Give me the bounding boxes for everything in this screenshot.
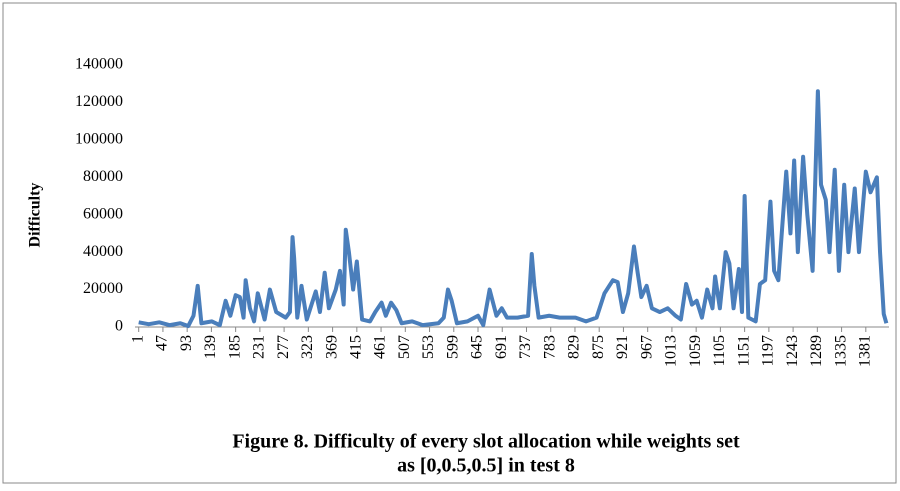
y-tick-label: 20000 xyxy=(83,280,123,297)
x-tick-label: 415 xyxy=(347,335,364,359)
x-tick-label: 645 xyxy=(469,335,486,359)
x-tick-label: 461 xyxy=(372,335,389,359)
chart-border xyxy=(2,2,897,484)
x-tick-label: 1243 xyxy=(784,335,801,367)
x-tick-label: 1381 xyxy=(856,335,873,367)
y-tick-label: 80000 xyxy=(83,168,123,185)
x-tick-label: 1013 xyxy=(663,335,680,367)
x-tick-label: 323 xyxy=(299,335,316,359)
y-tick-label: 120000 xyxy=(75,93,123,110)
x-tick-label: 783 xyxy=(541,335,558,359)
x-tick-label: 1059 xyxy=(687,335,704,367)
y-tick-label: 0 xyxy=(115,318,123,335)
x-tick-label: 691 xyxy=(493,335,510,359)
x-tick-label: 599 xyxy=(444,335,461,359)
x-tick-label: 829 xyxy=(566,335,583,359)
y-tick-label: 60000 xyxy=(83,205,123,222)
x-tick-label: 507 xyxy=(396,335,413,359)
x-tick-label: 185 xyxy=(226,335,243,359)
x-tick-label: 1289 xyxy=(808,335,825,367)
x-tick-label: 231 xyxy=(251,335,268,359)
x-tick-label: 93 xyxy=(178,335,195,351)
x-tick-label: 737 xyxy=(517,335,534,359)
x-tick-label: 967 xyxy=(638,335,655,359)
x-tick-label: 1105 xyxy=(711,335,728,366)
x-tick-label: 1 xyxy=(129,335,146,343)
x-tick-label: 1151 xyxy=(735,335,752,366)
chart-title: as [0,0.5,0.5] in test 8 xyxy=(397,455,575,477)
x-tick-label: 921 xyxy=(614,335,631,359)
x-tick-label: 875 xyxy=(590,335,607,359)
x-tick-label: 1335 xyxy=(832,335,849,367)
y-axis-label: Difficulty xyxy=(27,183,44,248)
data-line xyxy=(138,89,889,329)
x-tick-label: 277 xyxy=(275,335,292,359)
x-tick-label: 47 xyxy=(154,335,171,351)
x-tick-label: 1197 xyxy=(760,335,777,366)
x-tick-label: 139 xyxy=(202,335,219,359)
y-tick-label: 140000 xyxy=(75,56,123,73)
x-tick-label: 369 xyxy=(323,335,340,359)
x-tick-label: 553 xyxy=(420,335,437,359)
y-tick-label: 40000 xyxy=(83,243,123,260)
y-tick-label: 100000 xyxy=(75,131,123,148)
chart-title: Figure 8. Difficulty of every slot alloc… xyxy=(232,431,740,453)
